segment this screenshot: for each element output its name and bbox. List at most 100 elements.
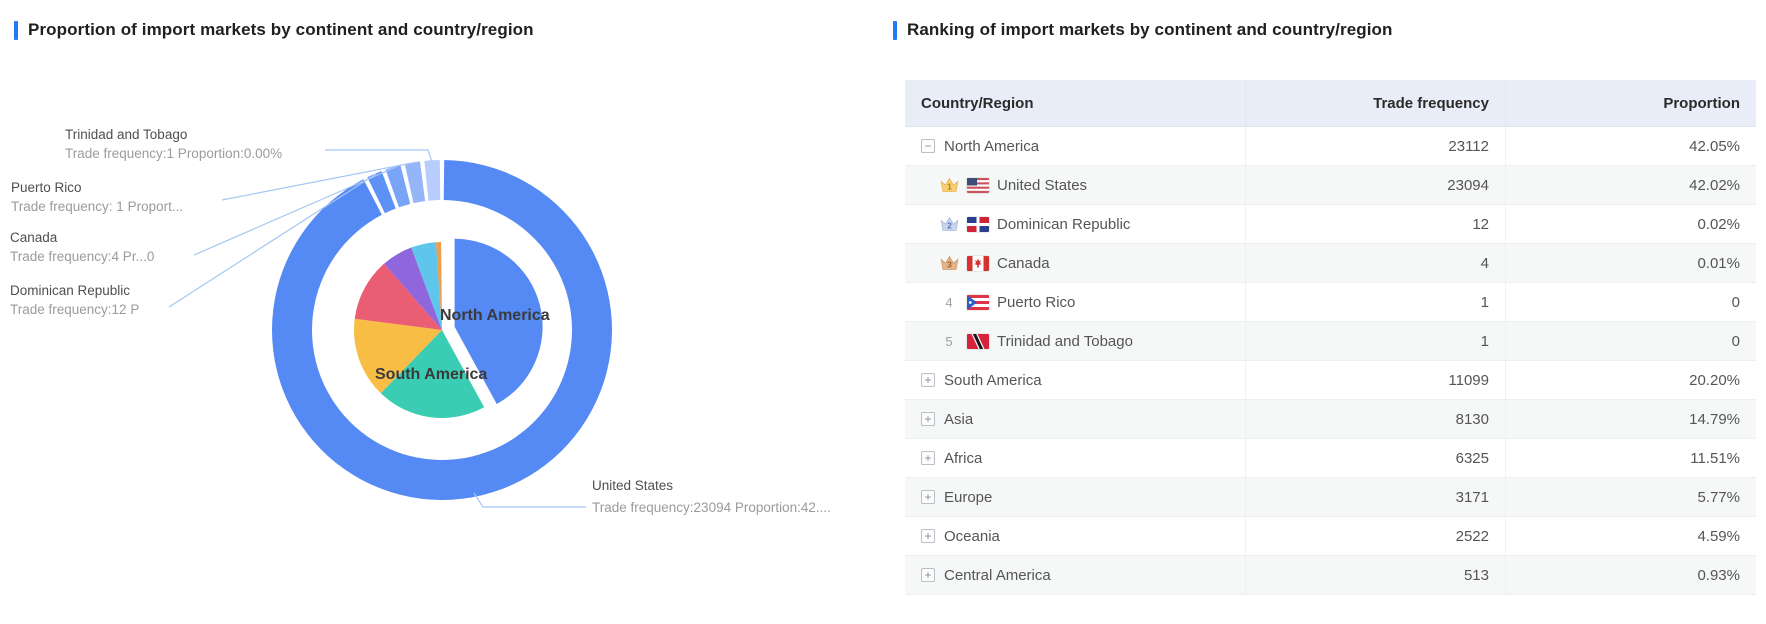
proportion-value: 0 bbox=[1731, 332, 1740, 350]
expand-icon[interactable]: + bbox=[921, 451, 935, 465]
row-label: Canada bbox=[997, 254, 1050, 272]
ring-slice-puerto-rico[interactable] bbox=[404, 161, 426, 204]
ring-slice-dominican-republic[interactable] bbox=[367, 171, 396, 214]
row-label: Trinidad and Tobago bbox=[997, 332, 1133, 350]
trade-frequency-value: 4 bbox=[1246, 244, 1506, 282]
pie-slice-oceania[interactable] bbox=[411, 242, 442, 330]
callout-united-states: United States Trade frequency:23094 Prop… bbox=[592, 478, 831, 515]
import-share-donut-chart[interactable]: North America South America Trinidad and… bbox=[0, 0, 880, 624]
row-label: Oceania bbox=[944, 527, 1000, 545]
row-label: Africa bbox=[944, 449, 983, 467]
expand-icon[interactable]: + bbox=[921, 529, 935, 543]
ring-slice-canada[interactable] bbox=[385, 165, 411, 208]
row-label: United States bbox=[997, 176, 1088, 194]
callout-name: Canada bbox=[10, 230, 58, 245]
rank-medal-gold: 1 bbox=[939, 177, 959, 193]
title-accent-bar bbox=[893, 20, 897, 40]
trade-frequency-value: 513 bbox=[1246, 556, 1506, 594]
flag-united-states-icon bbox=[967, 177, 989, 193]
column-header-trade-frequency: Trade frequency bbox=[1246, 80, 1506, 126]
callout-name: Trinidad and Tobago bbox=[65, 127, 187, 142]
leader-line-dominican-republic bbox=[168, 173, 377, 308]
table-row-puerto-rico[interactable]: 4 Puerto Rico 1 0 bbox=[905, 283, 1756, 322]
row-label: South America bbox=[944, 371, 1042, 389]
title-accent-bar bbox=[14, 20, 18, 40]
pie-slice-north-america-selected[interactable] bbox=[454, 238, 543, 405]
proportion-value: 0.93% bbox=[1697, 566, 1740, 584]
table-header-row: Country/Region Trade frequency Proportio… bbox=[905, 80, 1756, 127]
expand-icon[interactable]: + bbox=[921, 373, 935, 387]
collapse-icon[interactable]: − bbox=[921, 139, 935, 153]
callout-detail: Trade frequency:12 P bbox=[10, 302, 139, 317]
callout-detail: Trade frequency:4 Pr...0 bbox=[10, 249, 154, 264]
callout-dominican-republic: Dominican Republic Trade frequency:12 P bbox=[10, 283, 139, 317]
row-label: Dominican Republic bbox=[997, 215, 1131, 233]
trade-frequency-value: 8130 bbox=[1246, 400, 1506, 438]
proportion-value: 20.20% bbox=[1689, 371, 1740, 389]
leader-line-trinidad-and-tobago bbox=[325, 149, 433, 163]
rank-number: 5 bbox=[945, 333, 953, 349]
table-row-europe[interactable]: + Europe 3171 5.77% bbox=[905, 478, 1756, 517]
callout-name: United States bbox=[592, 478, 673, 493]
table-row-canada[interactable]: 3 Canada 4 0.01% bbox=[905, 244, 1756, 283]
row-label: Europe bbox=[944, 488, 993, 506]
proportion-value: 0.01% bbox=[1697, 254, 1740, 272]
flag-trinidad-and-tobago-icon bbox=[967, 333, 989, 349]
expand-icon[interactable]: + bbox=[921, 490, 935, 504]
leader-line-puerto-rico bbox=[221, 162, 413, 201]
table-row-north-america[interactable]: − North America 23112 42.05% bbox=[905, 127, 1756, 166]
table-row-africa[interactable]: + Africa 6325 11.51% bbox=[905, 439, 1756, 478]
slice-label-south-america: South America bbox=[375, 366, 487, 383]
proportion-value: 42.02% bbox=[1689, 176, 1740, 194]
table-row-south-america[interactable]: + South America 11099 20.20% bbox=[905, 361, 1756, 400]
callout-canada: Canada Trade frequency:4 Pr...0 bbox=[10, 230, 154, 264]
table-row-asia[interactable]: + Asia 8130 14.79% bbox=[905, 400, 1756, 439]
rank-medal-bronze: 3 bbox=[939, 255, 959, 271]
callout-puerto-rico: Puerto Rico Trade frequency: 1 Proport..… bbox=[11, 180, 183, 214]
pie-slice-central-america[interactable] bbox=[435, 242, 442, 330]
row-label: Puerto Rico bbox=[997, 293, 1076, 311]
right-panel-title: Ranking of import markets by continent a… bbox=[893, 20, 1393, 40]
left-panel-title: Proportion of import markets by continen… bbox=[14, 20, 534, 40]
table-row-united-states[interactable]: 1 United States 23094 42.02% bbox=[905, 166, 1756, 205]
proportion-value: 11.51% bbox=[1690, 449, 1740, 467]
column-header-proportion: Proportion bbox=[1663, 94, 1740, 112]
callout-trinidad-and-tobago: Trinidad and Tobago Trade frequency:1 Pr… bbox=[65, 127, 282, 161]
expand-icon[interactable]: + bbox=[921, 568, 935, 582]
pie-slice-asia[interactable] bbox=[354, 318, 442, 394]
trade-frequency-value: 6325 bbox=[1246, 439, 1506, 477]
callout-name: Dominican Republic bbox=[10, 283, 130, 298]
ranking-table: Country/Region Trade frequency Proportio… bbox=[905, 80, 1756, 595]
svg-text:3: 3 bbox=[947, 260, 952, 270]
column-header-country-region: Country/Region bbox=[905, 80, 1246, 126]
page-title: Proportion of import markets by continen… bbox=[28, 20, 534, 39]
table-row-central-america[interactable]: + Central America 513 0.93% bbox=[905, 556, 1756, 595]
trade-frequency-value: 23094 bbox=[1246, 166, 1506, 204]
pie-slice-europe[interactable] bbox=[384, 247, 442, 330]
rank-number: 4 bbox=[945, 294, 953, 310]
proportion-value: 0 bbox=[1731, 293, 1740, 311]
row-label: Asia bbox=[944, 410, 974, 428]
slice-label-north-america: North America bbox=[440, 307, 550, 324]
expand-icon[interactable]: + bbox=[921, 412, 935, 426]
pie-slice-africa[interactable] bbox=[354, 263, 442, 330]
leader-line-united-states bbox=[473, 492, 586, 508]
svg-text:1: 1 bbox=[947, 182, 952, 192]
callout-detail: Trade frequency:1 Proportion:0.00% bbox=[65, 146, 282, 161]
callout-detail: Trade frequency: 1 Proport... bbox=[11, 199, 183, 214]
table-row-oceania[interactable]: + Oceania 2522 4.59% bbox=[905, 517, 1756, 556]
pie-slice-south-america[interactable] bbox=[380, 330, 485, 418]
flag-dominican-republic-icon bbox=[967, 216, 989, 232]
table-row-dominican-republic[interactable]: 2 Dominican Republic 12 0.02% bbox=[905, 205, 1756, 244]
table-row-trinidad-and-tobago[interactable]: 5 Trinidad and Tobago 1 0 bbox=[905, 322, 1756, 361]
table-title: Ranking of import markets by continent a… bbox=[907, 20, 1393, 39]
ring-slice-trinidad-and-tobago[interactable] bbox=[424, 160, 441, 201]
flag-canada-icon bbox=[967, 255, 989, 271]
rank-medal-silver: 2 bbox=[939, 216, 959, 232]
flag-puerto-rico-icon bbox=[967, 294, 989, 310]
leader-line-canada bbox=[193, 166, 397, 256]
proportion-value: 14.79% bbox=[1689, 410, 1740, 428]
proportion-value: 5.77% bbox=[1697, 488, 1740, 506]
trade-frequency-value: 12 bbox=[1246, 205, 1506, 243]
